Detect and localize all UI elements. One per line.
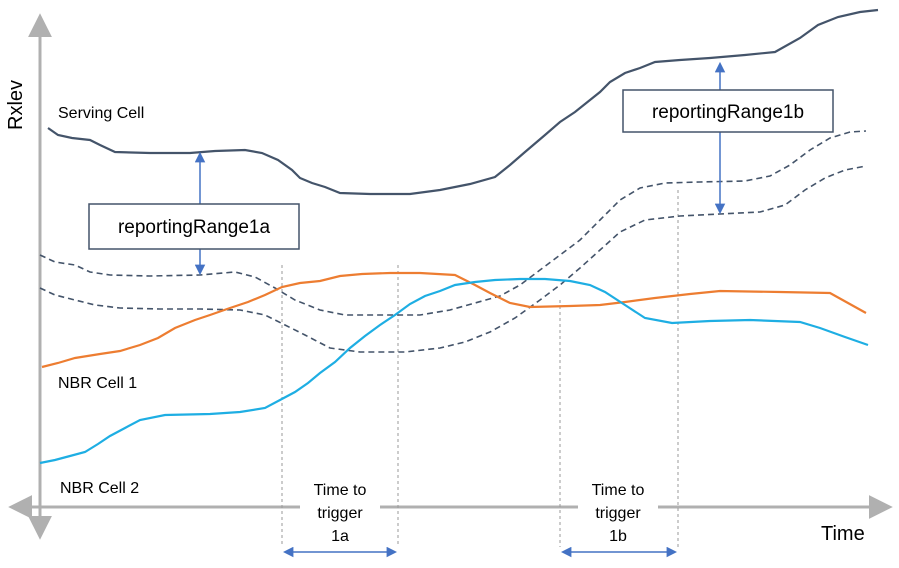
threshold-1a-lower (39, 165, 867, 353)
serving-cell-label: Serving Cell (58, 105, 144, 122)
reporting-range-arrows (194, 61, 726, 276)
ttt-guides (281, 190, 679, 547)
axes (8, 13, 893, 540)
reporting-range-1a-label: reportingRange1a (118, 217, 271, 238)
ttt-1a-line-1: Time to (314, 482, 367, 499)
nbr-cell-1-label: NBR Cell 1 (58, 375, 137, 392)
reporting-range-1b-box: reportingRange1b (622, 89, 834, 133)
x-axis-label: Time (821, 523, 865, 545)
ttt-1b-line-1: Time to (592, 482, 645, 499)
nbr-cell-2-curve (39, 277, 869, 465)
reporting-range-1b-label: reportingRange1b (652, 102, 804, 123)
threshold-1a-upper (39, 130, 867, 316)
ttt-1b-label-bg (578, 478, 658, 544)
nbr-cell-1-curve (41, 271, 867, 369)
y-axis-label: Rxlev (5, 80, 27, 130)
serving-cell-curve (47, 8, 879, 196)
ttt-1a-line-3: 1a (331, 528, 349, 545)
ttt-1b-line-3: 1b (609, 528, 627, 545)
ttt-1a-label-bg (300, 478, 380, 544)
reporting-range-1a-box: reportingRange1a (88, 203, 300, 250)
ttt-1a-line-2: trigger (317, 505, 363, 522)
ttt-1b-line-2: trigger (595, 505, 641, 522)
nbr-cell-2-label: NBR Cell 2 (60, 480, 139, 497)
